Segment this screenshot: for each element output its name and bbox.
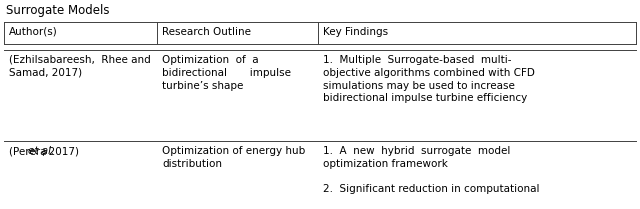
Text: (Perera: (Perera (9, 146, 50, 156)
Text: Research Outline: Research Outline (162, 27, 251, 37)
Text: Author(s): Author(s) (9, 27, 58, 37)
Text: Optimization of energy hub
distribution: Optimization of energy hub distribution (162, 146, 305, 169)
Text: et al.: et al. (28, 146, 54, 156)
Text: , 2017): , 2017) (42, 146, 79, 156)
Text: (Ezhilsabareesh,  Rhee and
Samad, 2017): (Ezhilsabareesh, Rhee and Samad, 2017) (9, 55, 151, 78)
Text: 1.  Multiple  Surrogate-based  multi-
objective algorithms combined with CFD
sim: 1. Multiple Surrogate-based multi- objec… (323, 55, 535, 103)
Text: Surrogate Models: Surrogate Models (6, 4, 109, 17)
Text: Optimization  of  a
bidirectional       impulse
turbine’s shape: Optimization of a bidirectional impulse … (162, 55, 291, 90)
Text: Key Findings: Key Findings (323, 27, 388, 37)
Text: 1.  A  new  hybrid  surrogate  model
optimization framework

2.  Significant red: 1. A new hybrid surrogate model optimiza… (323, 146, 540, 194)
